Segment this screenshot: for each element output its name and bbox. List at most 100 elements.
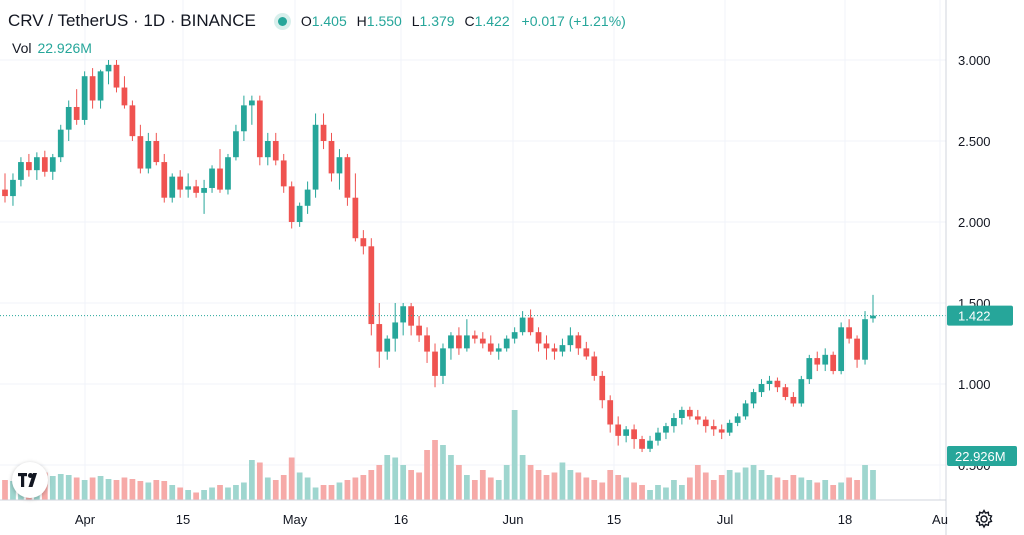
volume-bar — [535, 470, 542, 500]
volume-bar — [814, 482, 821, 500]
candle-body — [782, 387, 789, 397]
low-label: L — [411, 13, 420, 29]
candle-body — [559, 345, 566, 352]
candle-body — [177, 176, 184, 190]
candle-body — [862, 319, 868, 360]
candle-body — [750, 392, 757, 404]
candle-body — [169, 176, 176, 198]
x-tick-label: 16 — [394, 512, 408, 527]
volume-bar — [702, 472, 709, 500]
volume-bar — [479, 470, 486, 500]
candle-body — [464, 335, 470, 349]
candle-body — [241, 105, 247, 132]
chart-grid — [0, 0, 946, 500]
candle-body — [73, 106, 80, 120]
volume-bar — [392, 457, 399, 500]
candle-body — [145, 141, 152, 169]
candle-body — [256, 100, 263, 158]
candle-body — [336, 157, 343, 174]
volume-bar — [241, 482, 247, 500]
candle-body — [758, 384, 765, 393]
volume-bar — [527, 465, 534, 500]
candle-body — [217, 168, 223, 190]
volume-bar — [320, 485, 327, 500]
candle-body — [798, 379, 805, 404]
volume-bar — [822, 480, 829, 500]
candle-body — [304, 189, 311, 206]
candle-body — [790, 396, 797, 404]
candle-body — [113, 64, 120, 88]
candle-body — [870, 315, 876, 319]
volume-bar — [448, 455, 454, 500]
gear-icon[interactable] — [974, 509, 994, 529]
candle-body — [201, 187, 207, 193]
volume-bar — [113, 480, 120, 500]
market-status-icon — [277, 16, 287, 26]
volume-bar — [503, 465, 510, 500]
volume-bar — [217, 485, 223, 500]
volume-bar — [105, 479, 112, 500]
candle-body — [97, 71, 104, 101]
candle-body — [18, 162, 24, 180]
candle-body — [774, 380, 781, 388]
volume-bar — [655, 485, 661, 500]
volume-bar — [583, 477, 590, 500]
candle-body — [631, 429, 637, 440]
y-tick-label: 2.000 — [958, 215, 991, 230]
candle-body — [503, 338, 510, 349]
symbol-title[interactable]: CRV / TetherUS · 1D · BINANCE — [8, 11, 256, 30]
x-tick-label: 18 — [838, 512, 852, 527]
candle-body — [49, 157, 56, 172]
tradingview-logo-icon[interactable] — [12, 462, 48, 498]
volume-bar — [376, 465, 383, 500]
volume-bar — [248, 460, 255, 500]
volume-bar — [432, 440, 438, 500]
candle-body — [471, 335, 478, 339]
volume-bar — [137, 481, 144, 500]
volume-bar — [360, 475, 367, 500]
volume-bar — [511, 410, 518, 500]
x-tick-label: Au — [932, 512, 948, 527]
volume-bar — [766, 475, 773, 500]
volume-bar — [416, 472, 422, 500]
volume-bar — [57, 474, 64, 500]
volume-bar — [846, 477, 852, 500]
candle-body — [519, 317, 526, 333]
volume-bar — [647, 490, 653, 500]
candle-body — [161, 162, 168, 198]
candle-body — [81, 76, 88, 120]
ohlc-legend: O1.405 H1.550 L1.379 C1.422 +0.017 (+1.2… — [301, 13, 626, 29]
candle-body — [591, 356, 598, 376]
candle-body — [296, 205, 303, 222]
candle-body — [193, 186, 199, 193]
volume-bar — [838, 482, 845, 500]
x-tick-label: 15 — [176, 512, 190, 527]
volume-bar — [663, 487, 669, 500]
candle-body — [710, 426, 717, 430]
close-value: 1.422 — [474, 13, 510, 29]
volume-bar — [471, 480, 478, 500]
candle-body — [33, 157, 40, 171]
y-tick-label: 1.000 — [958, 377, 991, 392]
volume-bar — [49, 476, 56, 500]
candle-body — [607, 400, 614, 425]
volume-bar — [694, 465, 701, 500]
volume-bar — [718, 475, 725, 500]
candle-body — [280, 160, 287, 187]
candle-body — [814, 358, 821, 365]
candle-body — [105, 64, 112, 72]
x-tick-label: Jun — [503, 512, 524, 527]
candle-body — [65, 106, 72, 130]
candle-body — [416, 325, 422, 336]
volume-bar — [81, 480, 88, 500]
volume-bar — [830, 485, 837, 500]
volume-bar — [233, 485, 239, 500]
volume-bar — [495, 480, 502, 500]
volume-series — [2, 410, 876, 500]
candle-body — [671, 418, 677, 427]
candle-body — [10, 179, 16, 197]
candle-body — [822, 354, 829, 365]
candle-body — [734, 416, 741, 423]
volume-bar — [790, 475, 797, 500]
